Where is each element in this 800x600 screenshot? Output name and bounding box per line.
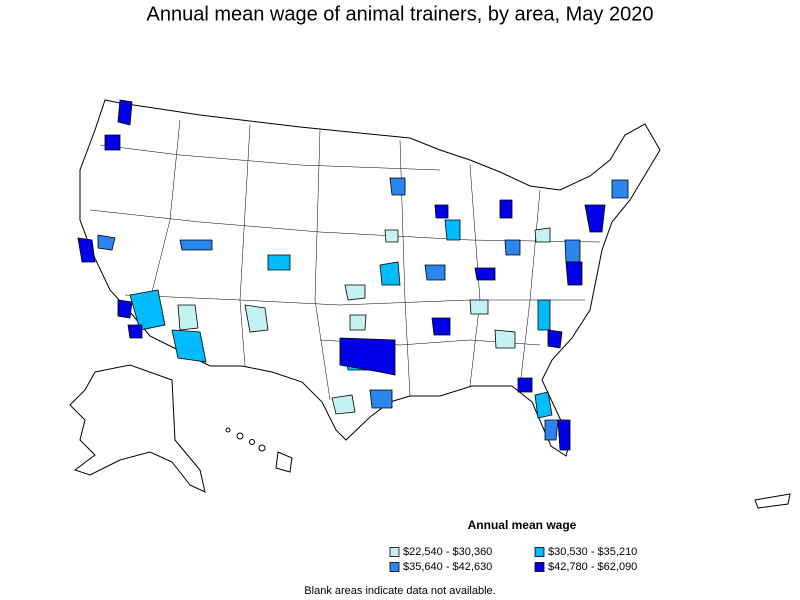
- wage-area: [424, 264, 446, 281]
- legend-title: Annual mean wage: [468, 518, 577, 532]
- wage-area: [534, 391, 553, 419]
- wage-area: [499, 199, 513, 219]
- wage-area: [97, 234, 116, 251]
- puerto-rico: [754, 493, 791, 509]
- footnote: Blank areas indicate data not available.: [304, 585, 495, 597]
- wage-area: [564, 239, 581, 263]
- wage-area: [379, 261, 401, 286]
- wage-area: [179, 239, 213, 251]
- wage-area: [611, 179, 629, 199]
- legend-swatch: [534, 547, 545, 557]
- hawaii: [225, 427, 293, 473]
- wage-areas: [77, 99, 629, 451]
- wage-area: [77, 237, 96, 263]
- wage-area: [517, 377, 533, 393]
- wage-area: [244, 304, 269, 333]
- wage-area: [474, 267, 496, 281]
- wage-area: [469, 299, 489, 315]
- wage-area: [117, 299, 133, 319]
- wage-area: [494, 329, 516, 349]
- wage-area: [389, 177, 406, 196]
- wage-area: [584, 204, 606, 233]
- wage-area: [117, 99, 133, 126]
- us-map: [69, 99, 791, 509]
- wage-area: [504, 239, 521, 256]
- legend-swatch: [389, 547, 400, 557]
- wage-area: [547, 329, 563, 349]
- wage-area: [344, 284, 366, 301]
- wage-area: [431, 317, 451, 336]
- legend-label: $35,640 - $42,630: [403, 561, 492, 573]
- wage-area: [331, 394, 356, 415]
- wage-area: [171, 329, 207, 363]
- wage-area: [177, 304, 199, 331]
- wage-area: [129, 289, 166, 331]
- legend-label: $42,780 - $62,090: [548, 561, 637, 573]
- wage-area: [544, 419, 559, 441]
- wage-area: [267, 254, 291, 271]
- wage-area: [339, 337, 396, 376]
- map-title: Annual mean wage of animal trainers, by …: [147, 3, 654, 25]
- wage-area: [349, 314, 367, 331]
- legend-swatch: [534, 562, 545, 572]
- wage-area: [127, 324, 143, 339]
- wage-area: [444, 219, 461, 241]
- wage-area: [537, 299, 551, 331]
- alaska: [69, 364, 206, 493]
- legend-label: $22,540 - $30,360: [403, 546, 492, 558]
- wage-area: [534, 227, 551, 243]
- legend-label: $30,530 - $35,210: [548, 546, 637, 558]
- legend: Annual mean wage $22,540 - $30,360 $30,53…: [389, 518, 637, 573]
- wage-area: [557, 419, 571, 451]
- wage-area: [565, 261, 583, 286]
- wage-area: [434, 204, 449, 219]
- wage-area: [384, 229, 399, 243]
- legend-swatch: [389, 562, 400, 572]
- wage-area: [369, 389, 393, 409]
- wage-area: [104, 134, 121, 151]
